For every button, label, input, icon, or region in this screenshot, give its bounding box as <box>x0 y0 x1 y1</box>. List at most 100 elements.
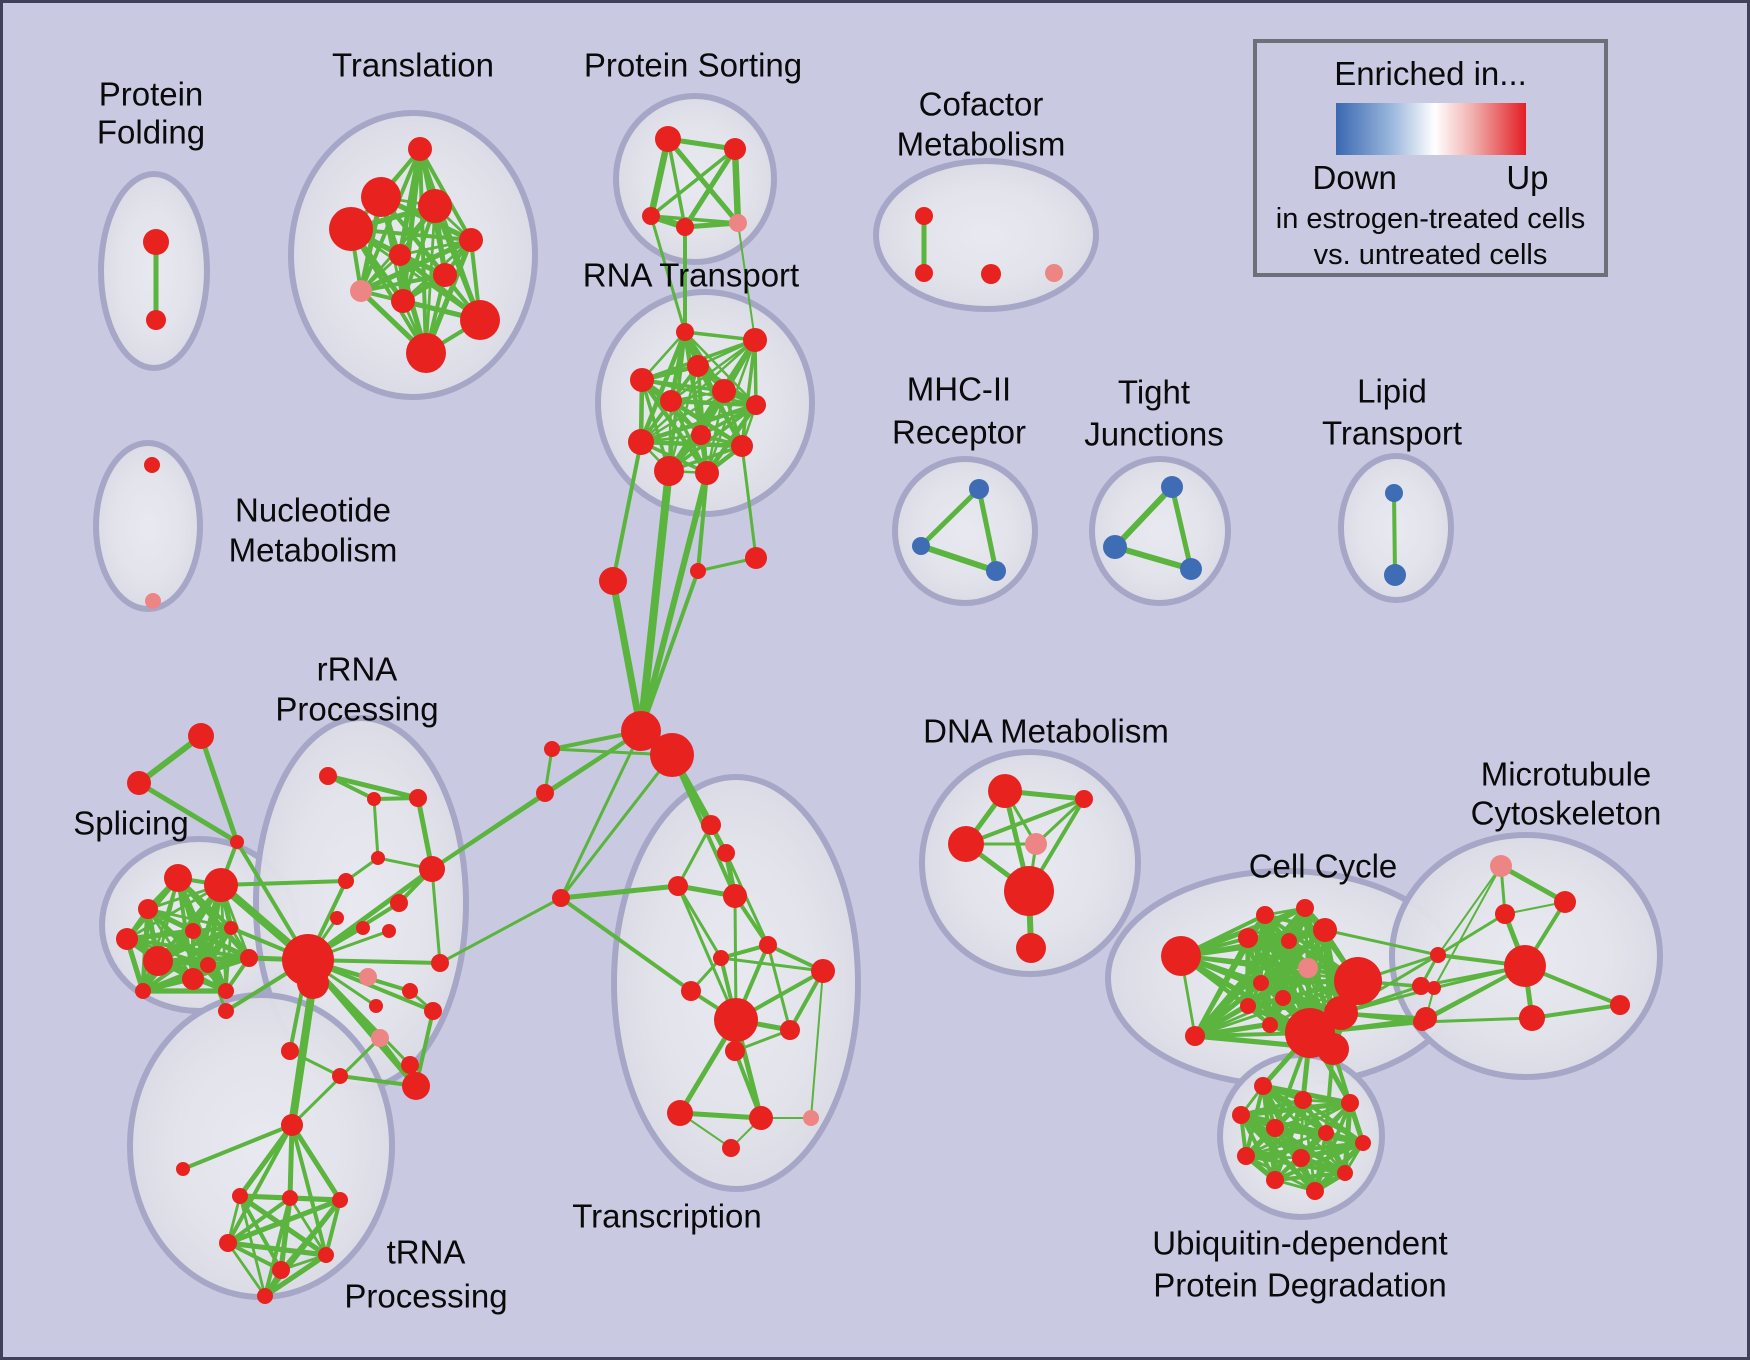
enrichment-edge <box>1193 1004 1250 1038</box>
gene-set-node <box>988 774 1022 808</box>
gene-set-node <box>219 1234 237 1252</box>
enrichment-edge <box>1244 1131 1328 1158</box>
gene-set-node <box>282 1190 298 1206</box>
gene-set-node <box>361 177 401 217</box>
gene-set-node <box>912 537 930 555</box>
gene-set-node <box>204 868 238 902</box>
enrichment-edge <box>677 1110 764 1121</box>
cluster-ellipse-nucleotide-metabolism <box>93 440 203 612</box>
enrichment-edge <box>125 926 233 941</box>
enrichment-edge <box>288 1196 328 1257</box>
enrichment-edge <box>810 970 824 1119</box>
gene-set-node <box>650 733 694 777</box>
gene-set-node <box>722 1139 740 1157</box>
enrichment-edge <box>682 146 738 230</box>
cluster-label-mhc-ii-receptor: Receptor <box>892 414 1026 451</box>
enrichment-edge <box>287 1122 295 1201</box>
gene-set-node <box>240 949 258 967</box>
cluster-label-dna-metabolism: DNA Metabolism <box>923 713 1169 750</box>
gene-set-node <box>536 784 554 802</box>
enrichment-edge <box>731 145 742 227</box>
enrichment-edge <box>359 273 447 293</box>
enrichment-edge <box>226 1123 294 1245</box>
gene-set-node <box>723 884 747 908</box>
gene-set-node <box>318 1247 334 1263</box>
enrichment-edge <box>430 867 442 965</box>
gene-set-node <box>1281 933 1297 949</box>
gene-set-node <box>1016 933 1046 963</box>
enrichment-edge <box>964 797 1086 846</box>
gene-set-node <box>743 328 767 352</box>
enrichment-edge <box>640 378 671 473</box>
gene-set-node <box>1254 1077 1272 1095</box>
gene-set-node <box>1337 1165 1353 1181</box>
gene-set-node <box>459 228 483 252</box>
enrichment-edge <box>1238 1100 1353 1118</box>
gene-set-node <box>630 368 654 392</box>
cluster-label-cofactor-metabolism: Cofactor <box>919 86 1044 123</box>
enrichment-edge <box>676 884 723 960</box>
legend-subtitle-line2: vs. untreated cells <box>1313 239 1548 271</box>
enrichment-edge <box>438 896 563 965</box>
cluster-label-protein-sorting: Protein Sorting <box>584 47 802 84</box>
gene-set-node <box>1427 981 1441 995</box>
gene-set-node <box>690 563 706 579</box>
gene-set-node <box>1256 906 1274 924</box>
enrichment-edge <box>226 1241 283 1272</box>
enrichment-edge <box>1433 865 1502 989</box>
enrichment-edge <box>696 471 709 573</box>
enrichment-edge <box>219 879 348 887</box>
gene-set-node <box>731 435 753 457</box>
gene-set-node <box>281 1114 303 1136</box>
gene-set-node <box>759 936 777 954</box>
enrichment-edge <box>918 543 999 574</box>
gene-set-node <box>1161 936 1201 976</box>
gene-set-node <box>948 826 984 862</box>
gene-set-node <box>389 244 411 266</box>
gene-set-node <box>1413 1013 1431 1031</box>
gene-set-node <box>780 1020 800 1040</box>
gene-set-node <box>668 876 688 896</box>
enrichment-edge <box>1392 491 1397 577</box>
gene-set-node <box>1504 945 1546 987</box>
gene-set-node <box>803 1110 819 1126</box>
gene-set-node <box>433 263 457 287</box>
enrichment-edge <box>146 907 233 930</box>
enrichment-edge <box>372 797 380 860</box>
gene-set-node <box>332 1192 348 1208</box>
gene-set-node <box>599 567 627 595</box>
enrichment-edge <box>1498 863 1568 905</box>
gene-set-node <box>1266 1119 1284 1137</box>
enrichment-edge <box>740 444 758 560</box>
gene-set-node <box>1237 1147 1255 1165</box>
gene-set-node <box>176 1162 190 1176</box>
gene-set-node <box>419 856 445 882</box>
gene-set-node <box>1490 855 1512 877</box>
legend-gradient-bar <box>1335 103 1526 155</box>
gene-set-node <box>660 390 682 412</box>
gene-set-node <box>915 207 933 225</box>
cluster-ellipse-trna-processing <box>127 992 395 1300</box>
gene-set-node <box>1296 899 1314 917</box>
gene-set-node <box>1554 891 1576 913</box>
enrichment-edge <box>1246 906 1307 940</box>
enrichment-edge <box>226 1241 267 1298</box>
enrichment-edge <box>1312 1140 1366 1194</box>
cluster-ellipse-tight-junctions <box>1089 456 1231 606</box>
gene-set-node <box>230 835 244 849</box>
cluster-label-mhc-ii-receptor: MHC-II <box>907 371 1011 408</box>
gene-set-node <box>1025 833 1047 855</box>
legend-down-label: Down <box>1312 159 1397 196</box>
gene-set-node <box>200 957 216 973</box>
gene-set-node <box>1334 957 1382 1005</box>
gene-set-node <box>135 983 151 999</box>
cluster-label-nucleotide-metabolism: Metabolism <box>229 532 398 569</box>
gene-set-node <box>691 425 711 445</box>
gene-set-node <box>338 873 354 889</box>
gene-set-node <box>1240 998 1256 1014</box>
gene-set-node <box>144 457 160 473</box>
gene-set-node <box>729 214 747 232</box>
enrichment-edge <box>1112 484 1175 550</box>
enrichment-edge <box>638 439 745 449</box>
